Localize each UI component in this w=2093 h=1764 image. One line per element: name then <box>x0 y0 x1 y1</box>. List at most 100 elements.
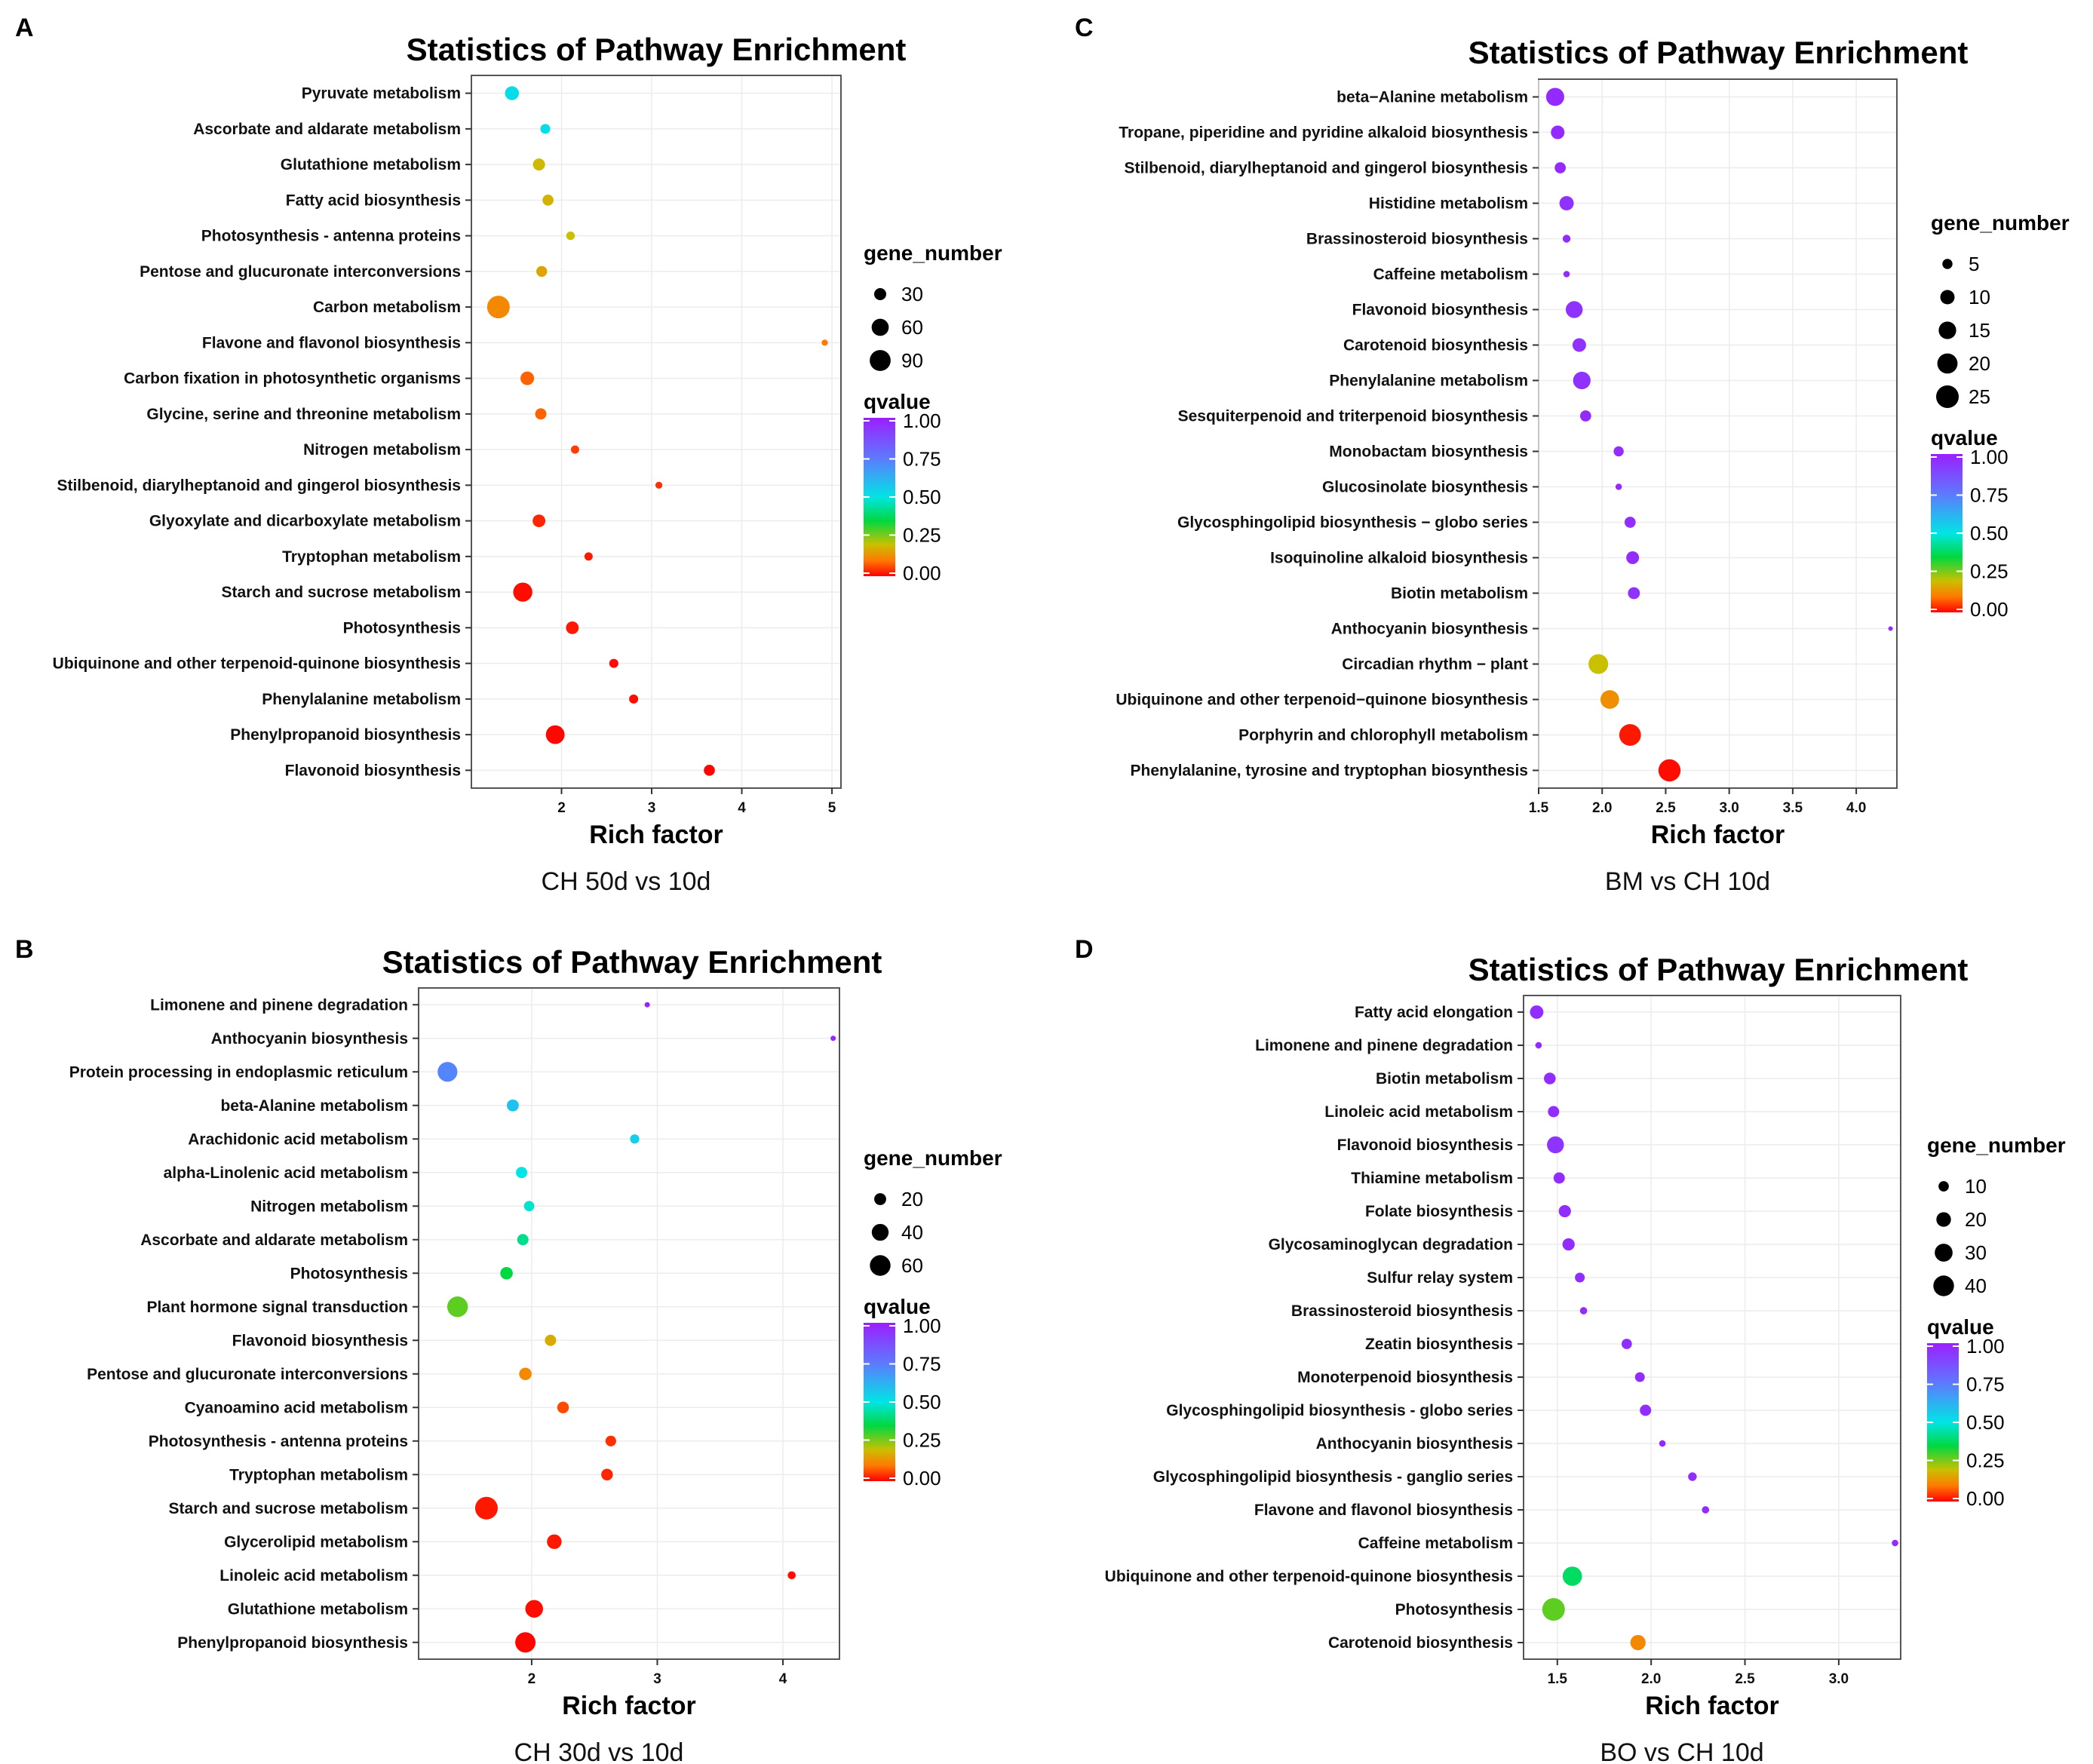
y-tick-label: Glycosphingolipid biosynthesis - ganglio… <box>1153 1468 1513 1486</box>
data-point <box>525 1600 543 1618</box>
size-legend-label: 25 <box>1969 385 1990 408</box>
y-tick-label: Nitrogen metabolism <box>303 441 461 459</box>
y-tick-label: Ubiquinone and other terpenoid-quinone b… <box>53 655 461 673</box>
x-axis-label: Rich factor <box>589 821 723 849</box>
data-point <box>532 514 546 528</box>
qvalue-legend-label: 0.00 <box>1970 598 2009 621</box>
y-tick-label: Phenylpropanoid biosynthesis <box>230 726 461 744</box>
data-point <box>655 481 663 489</box>
data-point <box>1547 1136 1564 1154</box>
y-tick-label: Fatty acid biosynthesis <box>286 192 461 209</box>
panel-B: B Statistics of Pathway Enrichment 2 3 4 Limo… <box>15 935 1002 1764</box>
data-point <box>566 231 575 241</box>
qvalue-legend-label: 0.00 <box>1966 1487 2005 1510</box>
qvalue-legend-label: 0.00 <box>903 562 941 584</box>
data-point <box>520 371 535 385</box>
size-legend-dot <box>873 287 887 301</box>
x-tick-label: 2 <box>557 800 566 816</box>
panel-caption: BO vs CH 10d <box>1600 1738 1763 1764</box>
qvalue-legend-label: 0.50 <box>1966 1411 2005 1434</box>
y-tick-label: Glyoxylate and dicarboxylate metabolism <box>149 513 461 530</box>
data-point <box>1554 162 1566 173</box>
size-legend-dot <box>1942 259 1953 269</box>
x-tick-label: 2 <box>528 1671 536 1687</box>
data-point <box>447 1296 468 1318</box>
data-point <box>1659 1440 1666 1447</box>
data-point <box>500 1266 513 1280</box>
size-legend-dot <box>874 1193 886 1205</box>
data-point <box>1630 1634 1646 1651</box>
y-tick-label: Phenylalanine metabolism <box>262 691 461 708</box>
y-tick-label: Circadian rhythm − plant <box>1342 656 1528 673</box>
x-tick-label: 3 <box>648 800 656 816</box>
x-tick-label: 2.0 <box>1641 1671 1661 1687</box>
panel-caption: CH 50d vs 10d <box>542 867 711 896</box>
data-point <box>542 195 554 206</box>
data-point <box>1530 1005 1544 1019</box>
x-tick-label: 4 <box>779 1671 787 1687</box>
data-point <box>1572 338 1586 352</box>
y-tick-label: Glutathione metabolism <box>281 156 461 173</box>
size-legend-dot <box>1937 353 1958 374</box>
data-point <box>437 1062 458 1082</box>
data-point <box>1613 446 1624 457</box>
data-point <box>609 658 618 668</box>
data-point <box>1562 235 1571 243</box>
y-tick-label: Histidine metabolism <box>1369 195 1528 213</box>
qvalue-legend-label: 0.00 <box>903 1467 941 1489</box>
data-point <box>1562 1238 1575 1251</box>
y-tick-label: Protein processing in endoplasmic reticu… <box>69 1063 408 1081</box>
data-point <box>644 1002 650 1008</box>
data-point <box>787 1571 796 1580</box>
data-point <box>1558 1204 1571 1218</box>
y-tick-label: Anthocyanin biosynthesis <box>1331 621 1528 638</box>
y-tick-label: Carbon metabolism <box>313 299 461 316</box>
size-legend-label: 20 <box>1969 352 1990 375</box>
size-legend-dot <box>1935 1244 1953 1262</box>
qvalue-legend-title: qvalue <box>864 1295 931 1318</box>
chart-title: Statistics of Pathway Enrichment <box>1468 952 1969 987</box>
data-point <box>1565 301 1583 318</box>
y-tick-label: Zeatin biosynthesis <box>1365 1336 1513 1353</box>
chart-title: Statistics of Pathway Enrichment <box>382 944 882 980</box>
y-tick-label: Cyanoamino acid metabolism <box>185 1399 408 1416</box>
x-tick-label: 2.5 <box>1656 800 1676 816</box>
size-legend-dot <box>1933 1275 1954 1296</box>
plot-area <box>471 75 842 789</box>
y-tick-label: Ascorbate and aldarate metabolism <box>193 121 461 138</box>
data-point <box>1535 1042 1542 1049</box>
y-tick-label: Flavone and flavonol biosynthesis <box>1254 1502 1513 1519</box>
data-point <box>1548 1106 1560 1118</box>
size-legend-dot <box>871 1223 889 1241</box>
x-tick-label: 3.5 <box>1783 800 1803 816</box>
data-point <box>1658 759 1681 782</box>
qvalue-legend-label: 0.75 <box>1970 484 2009 507</box>
data-point <box>1628 587 1640 600</box>
qvalue-legend-label: 0.50 <box>903 486 941 508</box>
qvalue-legend-label: 0.25 <box>903 524 941 547</box>
x-axis-label: Rich factor <box>1645 1692 1779 1720</box>
size-legend-dot <box>1936 385 1959 408</box>
data-point <box>1544 1072 1556 1084</box>
y-tick-label: Photosynthesis - antenna proteins <box>149 1433 408 1450</box>
data-point <box>557 1401 569 1413</box>
y-tick-label: Pyruvate metabolism <box>302 85 461 103</box>
data-point <box>1640 1404 1652 1416</box>
x-tick-label: 1.5 <box>1548 1671 1568 1687</box>
data-point <box>1624 517 1636 528</box>
size-legend-title: gene_number <box>864 241 1002 265</box>
size-legend-title: gene_number <box>1931 211 2070 235</box>
y-tick-label: Porphyrin and chlorophyll metabolism <box>1238 727 1528 744</box>
y-tick-label: Photosynthesis - antenna proteins <box>201 228 461 245</box>
y-tick-label: Limonene and pinene degradation <box>1255 1037 1513 1054</box>
panel-caption: BM vs CH 10d <box>1605 867 1770 896</box>
data-point <box>1563 271 1570 278</box>
y-tick-label: Arachidonic acid metabolism <box>188 1130 408 1148</box>
data-point <box>486 296 510 319</box>
size-legend-dot <box>1936 1212 1951 1227</box>
x-tick-label: 4 <box>738 800 746 816</box>
qvalue-legend-label: 0.50 <box>903 1391 941 1413</box>
qvalue-legend-title: qvalue <box>864 390 931 413</box>
data-point <box>547 1534 562 1549</box>
